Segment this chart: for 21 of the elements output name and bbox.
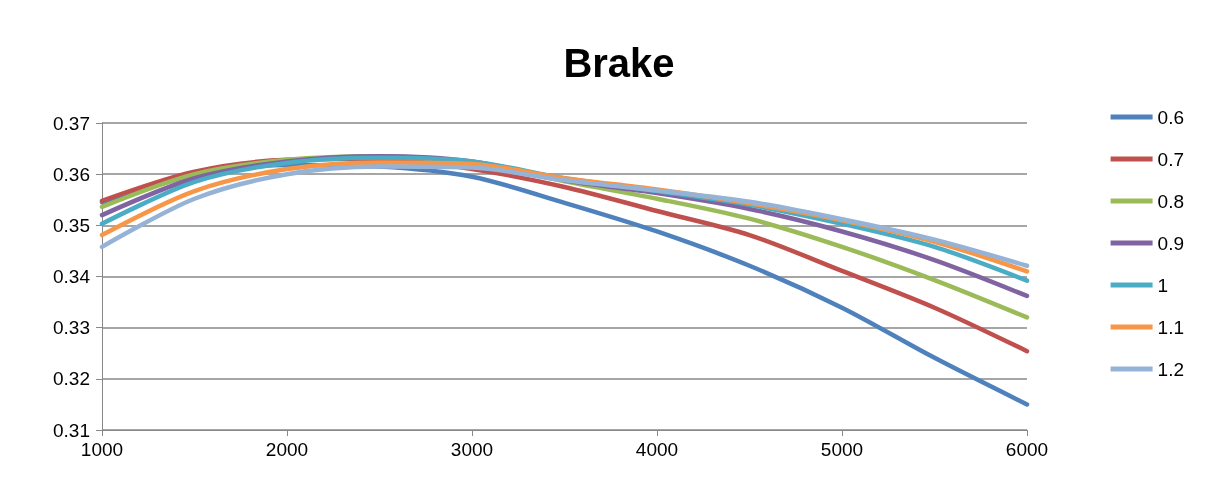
x-tick-label: 6000 [1005, 439, 1049, 460]
y-tick-label: 0.32 [53, 368, 90, 390]
y-tick-label: 0.31 [53, 419, 90, 441]
x-tick-label: 5000 [820, 439, 864, 460]
legend-label: 0.7 [1157, 148, 1185, 170]
legend-label: 0.9 [1157, 232, 1185, 254]
legend-label: 1 [1157, 274, 1169, 296]
legend-label: 1.2 [1157, 358, 1185, 380]
legend-label: 1.1 [1157, 316, 1185, 338]
y-tick-label: 0.33 [53, 317, 90, 339]
chart-title: Brake [563, 41, 675, 85]
x-tick-label: 4000 [635, 439, 679, 460]
x-tick-label: 2000 [265, 439, 309, 460]
y-tick-label: 0.36 [53, 163, 90, 185]
y-tick-label: 0.34 [53, 266, 91, 287]
x-tick-label: 3000 [450, 439, 494, 460]
y-tick-label: 0.37 [53, 112, 90, 134]
y-tick-label: 0.35 [53, 214, 90, 236]
legend-label: 0.6 [1157, 106, 1185, 128]
legend-label: 0.8 [1157, 190, 1185, 212]
x-tick-label: 1000 [80, 439, 124, 460]
